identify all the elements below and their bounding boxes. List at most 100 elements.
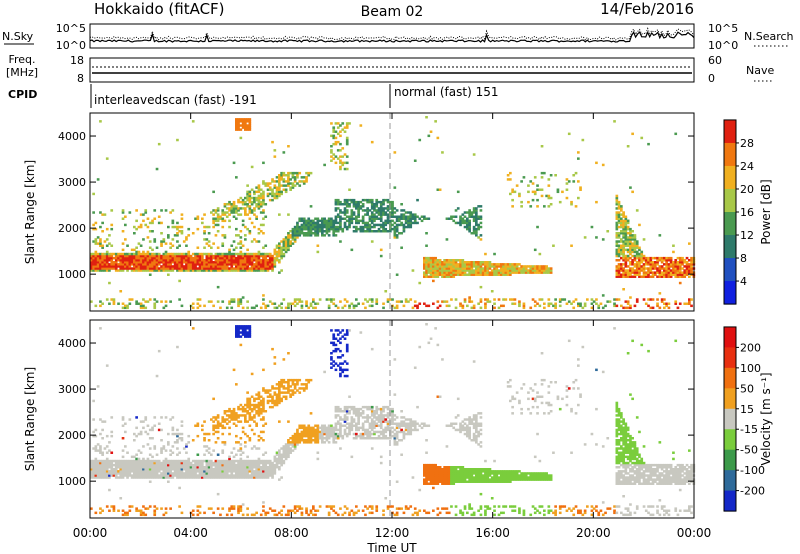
power-cell — [617, 252, 621, 256]
power-cell — [468, 215, 471, 218]
velocity-cell — [207, 472, 211, 475]
velocity-cell — [216, 507, 220, 510]
velocity-cell — [160, 451, 163, 454]
velocity-cell — [257, 474, 261, 477]
power-cell — [196, 267, 200, 270]
power-cell — [135, 263, 138, 266]
power-cell — [531, 298, 535, 301]
power-cell — [391, 205, 394, 208]
power-cell — [663, 263, 666, 266]
velocity-cell — [287, 443, 290, 446]
power-cell — [212, 254, 215, 258]
power-cell — [549, 267, 553, 270]
power-cell — [352, 230, 356, 233]
power-cell — [515, 184, 519, 187]
power-cell — [230, 298, 234, 301]
power-cell — [463, 298, 467, 301]
velocity-cell — [142, 445, 145, 448]
power-cell — [246, 306, 249, 310]
power-cell — [339, 161, 342, 165]
power-cell — [153, 217, 157, 220]
power-cell — [298, 171, 302, 175]
power-cell — [620, 269, 623, 272]
velocity-cell — [110, 466, 114, 469]
power-cell — [133, 267, 136, 270]
velocity-cell — [173, 472, 177, 475]
power-cell — [287, 213, 290, 216]
velocity-cell — [94, 459, 98, 463]
velocity-cell — [235, 466, 238, 469]
power-cell — [617, 271, 621, 274]
power-cell — [201, 259, 204, 262]
power-cell — [468, 269, 471, 272]
power-cell — [278, 244, 281, 247]
velocity-cell — [232, 407, 236, 411]
power-cell — [223, 263, 227, 266]
power-cell — [409, 211, 413, 214]
power-cell — [472, 207, 476, 210]
velocity-cell — [216, 414, 220, 417]
power-cell — [391, 200, 394, 204]
velocity-cell — [101, 453, 104, 456]
power-cell — [617, 221, 621, 225]
power-cell — [373, 217, 376, 220]
power-cell — [484, 261, 487, 264]
velocity-cell — [307, 432, 311, 436]
velocity-cell — [124, 463, 127, 467]
velocity-cell — [273, 455, 277, 459]
power-cell — [250, 221, 254, 225]
power-cell — [296, 232, 299, 235]
power-cell — [624, 225, 628, 229]
power-cell — [685, 273, 689, 276]
power-cell — [522, 306, 526, 310]
power-cell — [325, 298, 329, 301]
velocity-cell — [160, 447, 163, 450]
colorbar-swatch — [724, 258, 736, 282]
power-cell — [139, 252, 143, 256]
power-cell — [343, 217, 347, 220]
velocity-cell — [305, 385, 308, 388]
power-cell — [395, 209, 399, 212]
power-cell — [368, 215, 372, 218]
power-cell — [345, 167, 349, 171]
velocity-cell — [176, 447, 179, 450]
power-cell — [207, 269, 211, 272]
velocity-cell — [157, 422, 161, 425]
power-cell — [271, 265, 274, 268]
power-cell — [468, 211, 471, 214]
power-cell — [105, 227, 109, 231]
velocity-cell — [246, 461, 249, 465]
power-cell — [253, 192, 256, 196]
power-cell — [647, 261, 650, 264]
power-cell — [366, 207, 369, 210]
velocity-cell — [278, 466, 281, 469]
power-cell — [620, 209, 623, 212]
velocity-cell — [334, 416, 338, 419]
velocity-cell — [228, 466, 231, 469]
velocity-cell — [101, 428, 104, 432]
velocity-cell — [128, 418, 132, 421]
power-cell — [262, 246, 265, 249]
power-cell — [454, 263, 458, 266]
velocity-cell — [241, 327, 245, 330]
power-cell — [647, 269, 650, 272]
velocity-cell — [264, 468, 268, 471]
velocity-cell — [167, 476, 170, 479]
power-cell — [425, 273, 428, 276]
velocity-cell — [112, 459, 116, 463]
power-cell — [468, 221, 471, 225]
velocity-cell — [343, 410, 347, 413]
power-cell — [395, 219, 399, 223]
power-cell — [334, 225, 338, 229]
velocity-cell — [246, 513, 249, 517]
power-cell — [332, 234, 336, 237]
power-ylabel: Slant Range [km] — [23, 160, 37, 264]
power-cell — [164, 259, 168, 262]
velocity-cell — [302, 441, 306, 444]
power-cell — [146, 256, 150, 260]
power-cell — [108, 281, 111, 285]
power-cell — [633, 250, 637, 254]
velocity-cell — [223, 420, 227, 423]
velocity-cell — [305, 387, 308, 390]
velocity-cell — [275, 461, 279, 465]
